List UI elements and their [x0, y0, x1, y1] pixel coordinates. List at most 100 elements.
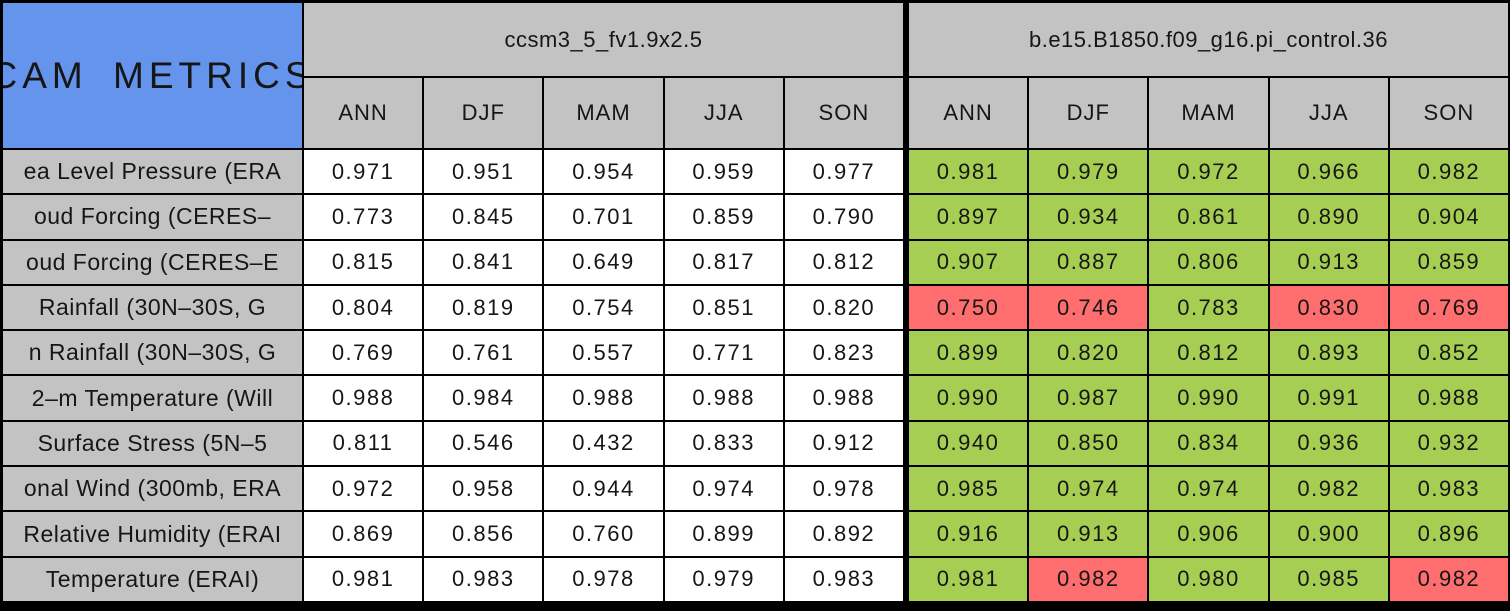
value-cell-model1: 0.804 [304, 285, 423, 330]
value-cell-model1: 0.817 [664, 240, 783, 284]
value-cell-model2: 0.985 [1269, 557, 1388, 601]
value-cell-model2: 0.893 [1269, 331, 1388, 375]
value-cell-model2: 0.966 [1269, 150, 1388, 194]
season-header-ann-model1: ANN [304, 78, 423, 148]
value-cell-model2: 0.940 [908, 421, 1028, 466]
row-label: oud Forcing (CERES– [3, 195, 302, 239]
value-cell-model2: 0.982 [1269, 467, 1388, 511]
row-label: Surface Stress (5N–5 [3, 421, 302, 466]
value-cell-model1: 0.851 [664, 285, 783, 330]
row-label: oud Forcing (CERES–E [3, 240, 302, 284]
value-cell-model2: 0.783 [1149, 285, 1268, 330]
season-header-djf-model1: DJF [424, 78, 543, 148]
value-cell-model1: 0.557 [544, 331, 663, 375]
value-cell-model1: 0.819 [424, 285, 543, 330]
value-cell-model2: 0.906 [1149, 512, 1268, 556]
value-cell-model1: 0.978 [784, 467, 903, 511]
value-cell-model1: 0.988 [664, 376, 783, 420]
value-cell-model2: 0.750 [908, 285, 1028, 330]
value-cell-model1: 0.841 [424, 240, 543, 284]
value-cell-model1: 0.790 [784, 195, 903, 239]
value-cell-model2: 0.981 [908, 150, 1028, 194]
value-cell-model1: 0.859 [664, 195, 783, 239]
value-cell-model2: 0.904 [1389, 195, 1508, 239]
value-cell-model1: 0.649 [544, 240, 663, 284]
value-cell-model2: 0.936 [1269, 421, 1388, 466]
value-cell-model2: 0.985 [908, 467, 1028, 511]
value-cell-model2: 0.887 [1029, 240, 1148, 284]
value-cell-model1: 0.984 [424, 376, 543, 420]
value-cell-model1: 0.979 [664, 557, 783, 601]
row-label: Rainfall (30N–30S, G [3, 285, 302, 330]
table-corner-title: CAM METRICS [3, 3, 302, 148]
value-cell-model1: 0.754 [544, 285, 663, 330]
value-cell-model2: 0.972 [1149, 150, 1268, 194]
model1-header: ccsm3_5_fv1.9x2.5 [304, 3, 903, 76]
value-cell-model2: 0.913 [1269, 240, 1388, 284]
value-cell-model1: 0.823 [784, 331, 903, 375]
value-cell-model2: 0.974 [1149, 467, 1268, 511]
value-cell-model2: 0.934 [1029, 195, 1148, 239]
value-cell-model2: 0.916 [908, 512, 1028, 556]
value-cell-model2: 0.852 [1389, 331, 1508, 375]
season-header-ann-model2: ANN [908, 78, 1028, 148]
value-cell-model1: 0.812 [784, 240, 903, 284]
value-cell-model1: 0.959 [664, 150, 783, 194]
value-cell-model1: 0.988 [784, 376, 903, 420]
value-cell-model2: 0.900 [1269, 512, 1388, 556]
value-cell-model2: 0.830 [1269, 285, 1388, 330]
row-label: Temperature (ERAI) [3, 557, 302, 601]
row-label: ea Level Pressure (ERA [3, 150, 302, 194]
value-cell-model2: 0.897 [908, 195, 1028, 239]
row-label: n Rainfall (30N–30S, G [3, 331, 302, 375]
value-cell-model2: 0.982 [1029, 557, 1148, 601]
value-cell-model2: 0.907 [908, 240, 1028, 284]
model2-header: b.e15.B1850.f09_g16.pi_control.36 [908, 3, 1508, 76]
value-cell-model1: 0.944 [544, 467, 663, 511]
value-cell-model2: 0.983 [1389, 467, 1508, 511]
value-cell-model2: 0.991 [1269, 376, 1388, 420]
value-cell-model2: 0.899 [908, 331, 1028, 375]
value-cell-model1: 0.983 [784, 557, 903, 601]
value-cell-model2: 0.896 [1389, 512, 1508, 556]
value-cell-model2: 0.834 [1149, 421, 1268, 466]
value-cell-model2: 0.820 [1029, 331, 1148, 375]
value-cell-model2: 0.812 [1149, 331, 1268, 375]
row-label: 2–m Temperature (Will [3, 376, 302, 420]
value-cell-model1: 0.988 [304, 376, 423, 420]
value-cell-model2: 0.859 [1389, 240, 1508, 284]
value-cell-model1: 0.977 [784, 150, 903, 194]
value-cell-model2: 0.932 [1389, 421, 1508, 466]
value-cell-model1: 0.869 [304, 512, 423, 556]
value-cell-model2: 0.988 [1389, 376, 1508, 420]
value-cell-model1: 0.833 [664, 421, 783, 466]
value-cell-model1: 0.954 [544, 150, 663, 194]
value-cell-model1: 0.958 [424, 467, 543, 511]
season-header-son-model1: SON [784, 78, 903, 148]
value-cell-model1: 0.761 [424, 331, 543, 375]
value-cell-model2: 0.979 [1029, 150, 1148, 194]
value-cell-model1: 0.815 [304, 240, 423, 284]
season-header-mam-model1: MAM [544, 78, 663, 148]
value-cell-model1: 0.856 [424, 512, 543, 556]
value-cell-model2: 0.974 [1029, 467, 1148, 511]
value-cell-model1: 0.820 [784, 285, 903, 330]
value-cell-model1: 0.988 [544, 376, 663, 420]
season-header-mam-model2: MAM [1149, 78, 1268, 148]
value-cell-model1: 0.899 [664, 512, 783, 556]
value-cell-model2: 0.861 [1149, 195, 1268, 239]
value-cell-model1: 0.845 [424, 195, 543, 239]
value-cell-model2: 0.913 [1029, 512, 1148, 556]
value-cell-model1: 0.978 [544, 557, 663, 601]
value-cell-model1: 0.981 [304, 557, 423, 601]
season-header-jja-model1: JJA [664, 78, 783, 148]
row-label: onal Wind (300mb, ERA [3, 467, 302, 511]
value-cell-model1: 0.701 [544, 195, 663, 239]
value-cell-model1: 0.811 [304, 421, 423, 466]
value-cell-model1: 0.951 [424, 150, 543, 194]
value-cell-model1: 0.974 [664, 467, 783, 511]
value-cell-model1: 0.892 [784, 512, 903, 556]
value-cell-model1: 0.769 [304, 331, 423, 375]
value-cell-model2: 0.806 [1149, 240, 1268, 284]
